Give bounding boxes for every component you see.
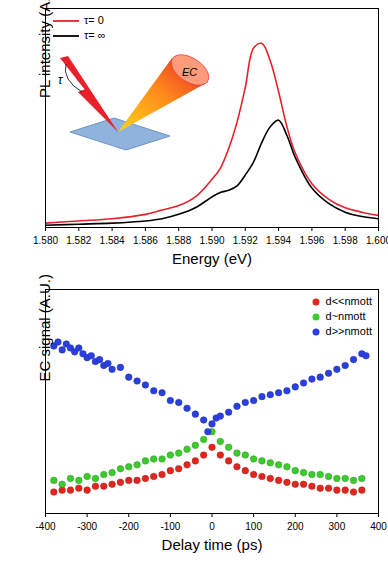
svg-text:Delay time (ps): Delay time (ps) (162, 536, 263, 553)
svg-text:-400: -400 (35, 521, 55, 532)
html-text:τ= ∞: τ= ∞ (84, 29, 106, 41)
svg-text:1.592: 1.592 (233, 235, 258, 246)
html-text:d<<nmott: d<<nmott (325, 295, 372, 307)
svg-text:1.600: 1.600 (366, 235, 388, 246)
html-text:τ= 0: τ= 0 (84, 14, 104, 26)
svg-text:Energy (eV): Energy (eV) (172, 250, 252, 267)
html-text:d>>nmott: d>>nmott (325, 325, 372, 337)
svg-text:1.584: 1.584 (100, 235, 125, 246)
svg-text:1.594: 1.594 (266, 235, 291, 246)
svg-text:0: 0 (209, 521, 215, 532)
svg-text:1.582: 1.582 (66, 235, 91, 246)
svg-text:300: 300 (329, 521, 346, 532)
svg-text:200: 200 (287, 521, 304, 532)
svg-text:1.596: 1.596 (299, 235, 324, 246)
svg-text:-200: -200 (119, 521, 139, 532)
svg-text:EC signal (A.U.): EC signal (A.U.) (36, 275, 53, 382)
svg-text:400: 400 (370, 521, 387, 532)
svg-text:1.588: 1.588 (166, 235, 191, 246)
svg-text:τ: τ (58, 73, 64, 87)
html-text:d~nmott: d~nmott (325, 310, 366, 322)
svg-text:PL intensity (A.U.): PL intensity (A.U.) (36, 0, 53, 98)
svg-text:100: 100 (245, 521, 262, 532)
svg-text:1.586: 1.586 (133, 235, 158, 246)
svg-text:1.598: 1.598 (333, 235, 358, 246)
svg-text:1.580: 1.580 (33, 235, 58, 246)
svg-text:EC: EC (182, 66, 197, 78)
svg-text:-100: -100 (160, 521, 180, 532)
svg-text:-300: -300 (77, 521, 97, 532)
svg-text:1.590: 1.590 (199, 235, 224, 246)
